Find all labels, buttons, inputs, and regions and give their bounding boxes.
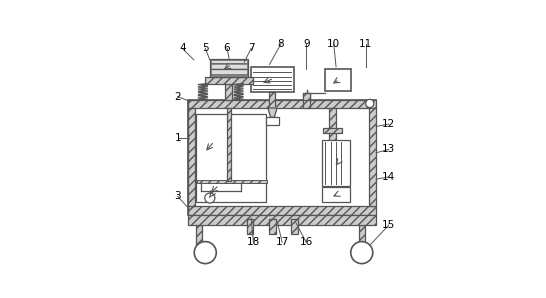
Bar bbox=[227, 108, 231, 181]
Bar bbox=[188, 108, 195, 206]
Text: 2: 2 bbox=[174, 91, 181, 102]
Text: 5: 5 bbox=[202, 44, 209, 53]
Bar bbox=[322, 187, 350, 202]
Text: 18: 18 bbox=[247, 237, 260, 247]
Bar bbox=[188, 100, 376, 215]
Text: 12: 12 bbox=[382, 119, 395, 129]
Bar bbox=[322, 140, 350, 186]
Bar bbox=[292, 219, 298, 234]
Bar bbox=[247, 219, 253, 234]
Text: 9: 9 bbox=[303, 39, 310, 49]
Text: 14: 14 bbox=[382, 172, 395, 182]
Bar bbox=[324, 69, 351, 91]
Bar bbox=[210, 59, 248, 77]
Text: 11: 11 bbox=[359, 39, 372, 49]
Bar bbox=[251, 67, 294, 92]
Text: 13: 13 bbox=[382, 144, 395, 154]
Bar bbox=[266, 117, 278, 125]
Text: 6: 6 bbox=[224, 44, 230, 53]
Bar bbox=[188, 100, 376, 108]
Bar bbox=[197, 180, 267, 183]
Bar bbox=[270, 219, 276, 234]
Text: 1: 1 bbox=[174, 133, 181, 143]
Bar bbox=[323, 128, 342, 133]
Text: 16: 16 bbox=[300, 237, 313, 247]
Text: 8: 8 bbox=[278, 39, 284, 49]
Polygon shape bbox=[268, 108, 277, 117]
Bar bbox=[205, 77, 253, 84]
Bar bbox=[304, 93, 310, 100]
Circle shape bbox=[366, 99, 374, 108]
Text: 17: 17 bbox=[276, 237, 289, 247]
Bar bbox=[270, 92, 275, 108]
Bar bbox=[359, 225, 365, 249]
Bar bbox=[225, 84, 232, 100]
Bar bbox=[188, 206, 376, 215]
Bar bbox=[196, 225, 203, 249]
Bar bbox=[196, 114, 266, 202]
Text: 15: 15 bbox=[382, 220, 395, 230]
Text: 4: 4 bbox=[179, 44, 186, 53]
Bar bbox=[211, 60, 247, 76]
Text: 3: 3 bbox=[174, 191, 181, 201]
Bar bbox=[369, 108, 376, 206]
Text: 10: 10 bbox=[327, 39, 340, 49]
Bar bbox=[329, 108, 336, 150]
Bar bbox=[188, 215, 376, 225]
Circle shape bbox=[194, 242, 216, 264]
Text: 7: 7 bbox=[248, 44, 254, 53]
Circle shape bbox=[351, 242, 373, 264]
Bar bbox=[304, 93, 310, 108]
Circle shape bbox=[205, 193, 215, 203]
